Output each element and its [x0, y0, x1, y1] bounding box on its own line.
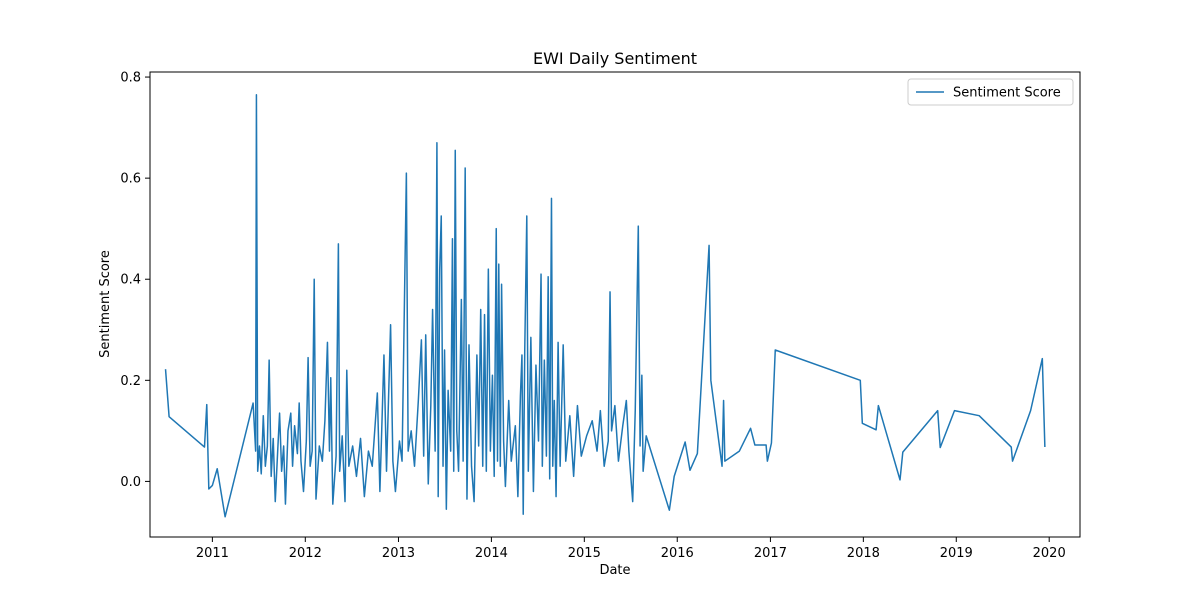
- y-tick-label: 0.4: [120, 273, 141, 288]
- x-tick-label: 2012: [289, 546, 322, 561]
- y-tick-label: 0.2: [120, 374, 141, 389]
- legend-box: [907, 78, 1074, 106]
- x-tick-label: 2016: [661, 546, 694, 561]
- y-tick-label: 0.6: [120, 172, 141, 187]
- x-axis: 2011 2012 2013 2014 2015 2016 2017 2018 2019 2020: [196, 537, 1066, 561]
- x-tick-label: 2019: [940, 546, 973, 561]
- x-tick-label: 2011: [196, 546, 229, 561]
- x-tick-label: 2013: [382, 546, 415, 561]
- y-axis-title: Sentiment Score: [98, 250, 113, 358]
- x-tick-label: 2017: [754, 546, 787, 561]
- y-axis: 0.0 0.2 0.4 0.6 0.8: [120, 71, 150, 490]
- legend: Sentiment Score: [907, 78, 1074, 106]
- x-tick-label: 2014: [475, 546, 508, 561]
- legend-label-sentiment-score: Sentiment Score: [953, 86, 1061, 101]
- plot-frame: [149, 71, 1081, 538]
- y-tick-label: 0.0: [120, 475, 141, 490]
- x-tick-label: 2020: [1033, 546, 1066, 561]
- x-tick-label: 2015: [568, 546, 601, 561]
- chart-title: EWI Daily Sentiment: [533, 49, 697, 68]
- x-axis-title: Date: [599, 563, 630, 578]
- x-tick-label: 2018: [847, 546, 880, 561]
- y-tick-label: 0.8: [120, 71, 141, 86]
- series-line-sentiment-score: [164, 93, 1046, 518]
